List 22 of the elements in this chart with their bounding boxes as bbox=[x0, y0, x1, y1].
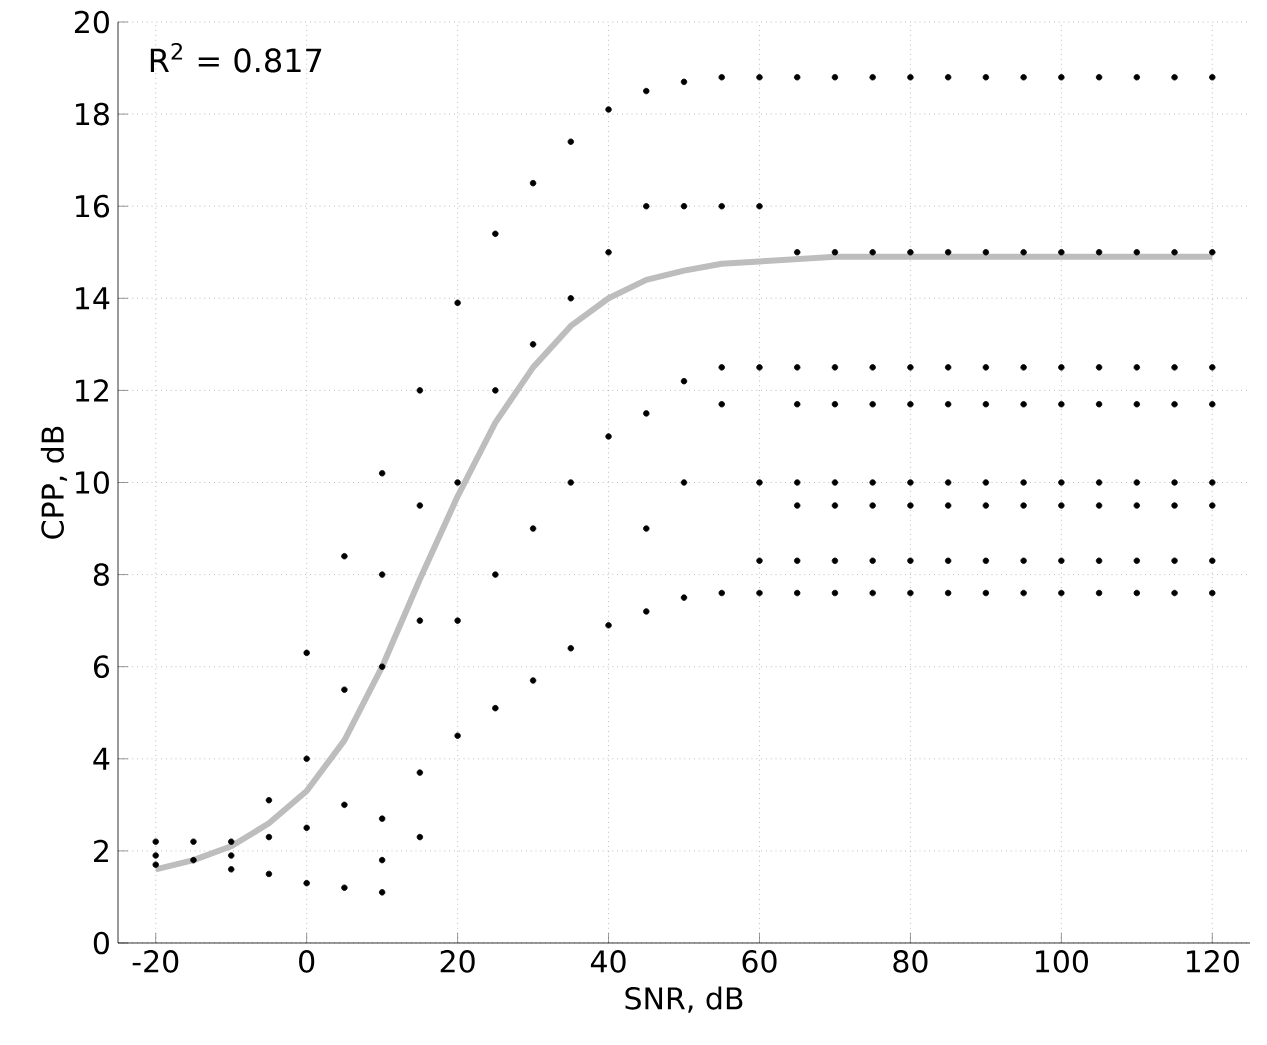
x-axis-title: SNR, dB bbox=[625, 986, 743, 1013]
x-tick-label: 0 bbox=[299, 950, 315, 973]
y-tick-label: 2 bbox=[94, 839, 108, 863]
y-axis-title: CPP, dB bbox=[40, 426, 68, 539]
y-tick-label: 6 bbox=[93, 655, 110, 679]
y-tick-label: 16 bbox=[76, 194, 110, 218]
x-tick-label: 120 bbox=[1186, 950, 1239, 973]
x-tick-label: 40 bbox=[590, 950, 626, 973]
y-tick-label: 10 bbox=[76, 471, 109, 494]
x-tick-label: 100 bbox=[1036, 950, 1088, 973]
x-tick-label: 60 bbox=[742, 950, 777, 973]
y-tick-label: 4 bbox=[93, 747, 110, 770]
x-tick-label: 20 bbox=[440, 950, 475, 973]
x-tick-label: -20 bbox=[132, 950, 179, 973]
y-tick-label: 12 bbox=[76, 379, 108, 402]
y-tick-label: 8 bbox=[93, 563, 109, 586]
x-tick-label: 80 bbox=[893, 950, 928, 973]
y-tick-label: 18 bbox=[76, 102, 109, 126]
y-tick-label: 14 bbox=[76, 287, 110, 310]
annotation: R$^{2}$ = 0.817 bbox=[150, 42, 322, 73]
y-tick-label: 0 bbox=[93, 931, 109, 955]
y-tick-label: 20 bbox=[74, 10, 109, 34]
